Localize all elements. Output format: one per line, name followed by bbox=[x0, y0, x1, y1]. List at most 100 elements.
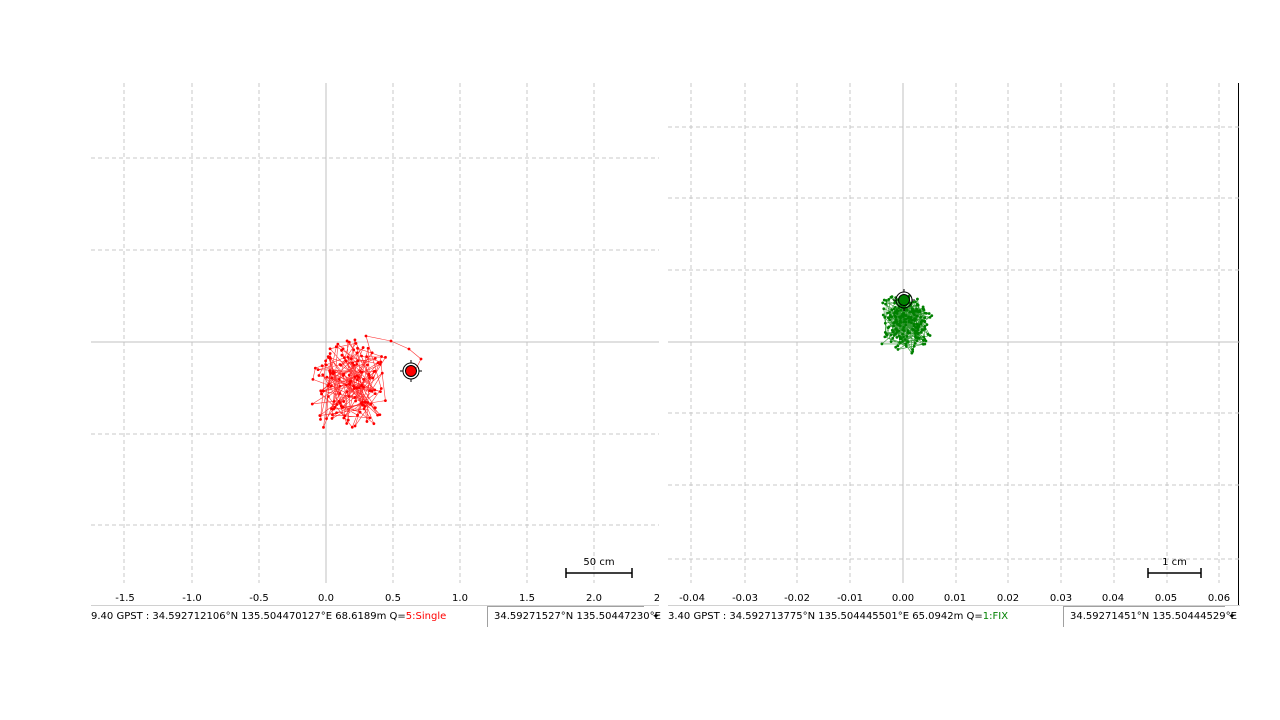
position-point bbox=[346, 418, 350, 422]
position-point bbox=[901, 332, 904, 336]
position-point bbox=[901, 314, 905, 317]
position-point bbox=[329, 356, 332, 360]
position-point bbox=[889, 340, 893, 343]
position-point bbox=[896, 344, 900, 348]
position-point bbox=[331, 372, 335, 376]
position-point bbox=[894, 327, 898, 331]
position-point bbox=[898, 324, 902, 328]
position-point bbox=[902, 335, 905, 339]
position-point bbox=[335, 403, 339, 406]
position-point bbox=[317, 374, 321, 377]
position-point bbox=[337, 377, 341, 381]
position-point bbox=[379, 387, 383, 390]
position-point bbox=[923, 342, 927, 346]
fix-solution-plot[interactable]: -0.04 -0.03 -0.02 -0.01 0.00 0.01 0.02 0.03 0.04… bbox=[668, 83, 1240, 605]
position-point bbox=[902, 320, 906, 324]
position-point bbox=[354, 341, 358, 345]
x-tick-label: 1.5 bbox=[519, 593, 535, 604]
position-point bbox=[332, 399, 336, 403]
position-point bbox=[895, 331, 899, 334]
position-point bbox=[906, 340, 910, 344]
position-point bbox=[373, 369, 377, 373]
position-point bbox=[373, 406, 377, 410]
position-point bbox=[329, 384, 333, 388]
position-point bbox=[378, 413, 382, 417]
position-point bbox=[882, 307, 886, 311]
position-point bbox=[919, 315, 923, 319]
position-point bbox=[342, 416, 346, 420]
position-point bbox=[886, 316, 890, 320]
position-point bbox=[890, 328, 894, 332]
position-point bbox=[368, 389, 372, 393]
position-point bbox=[342, 400, 346, 403]
cursor-coordinate-readout: 34.59271451°N 135.50444529°E bbox=[1063, 606, 1237, 627]
position-point bbox=[899, 308, 903, 312]
position-point bbox=[904, 344, 908, 348]
position-point bbox=[903, 338, 907, 341]
position-point bbox=[370, 389, 374, 393]
position-point bbox=[894, 316, 897, 319]
position-point bbox=[364, 334, 368, 338]
scale-bar: 50 cm bbox=[565, 557, 633, 578]
position-point bbox=[343, 414, 347, 418]
position-point bbox=[899, 337, 903, 341]
position-point bbox=[345, 422, 349, 425]
position-point bbox=[326, 395, 330, 398]
position-point bbox=[355, 378, 359, 382]
position-point bbox=[883, 315, 887, 319]
position-point bbox=[919, 331, 923, 334]
single-solution-plot-panel: -1.5 -1.0 -0.5 0.0 0.5 1.0 1.5 2.0 2 50 cm 9.40 G… bbox=[91, 83, 661, 628]
position-point bbox=[373, 392, 377, 395]
position-point bbox=[360, 370, 364, 374]
position-point bbox=[370, 351, 374, 355]
marker-dot bbox=[898, 294, 910, 306]
x-tick-label: -0.04 bbox=[679, 593, 705, 604]
position-point bbox=[353, 395, 357, 399]
position-point bbox=[914, 300, 917, 304]
status-position-readout: 3.40 GPST : 34.592713775°N 135.504445501… bbox=[668, 611, 1009, 622]
position-point bbox=[903, 318, 906, 321]
current-position-marker bbox=[893, 289, 915, 311]
position-point bbox=[324, 359, 328, 363]
marker-dot bbox=[405, 365, 417, 377]
position-point bbox=[916, 297, 919, 301]
position-point bbox=[912, 323, 916, 326]
single-solution-plot[interactable]: -1.5 -1.0 -0.5 0.0 0.5 1.0 1.5 2.0 2 50 cm bbox=[91, 83, 659, 605]
position-point bbox=[380, 355, 383, 358]
position-point bbox=[353, 375, 357, 379]
position-point bbox=[328, 370, 332, 374]
x-tick-label: 0.01 bbox=[944, 593, 966, 604]
position-point bbox=[321, 373, 325, 377]
position-point bbox=[916, 336, 919, 340]
position-point bbox=[389, 339, 393, 343]
position-point bbox=[342, 372, 346, 376]
position-point bbox=[355, 351, 359, 355]
position-point bbox=[330, 376, 334, 380]
position-point bbox=[356, 359, 360, 363]
x-tick-label: -0.5 bbox=[249, 593, 269, 604]
position-point bbox=[366, 346, 370, 350]
position-point bbox=[354, 399, 358, 403]
position-point bbox=[927, 312, 931, 315]
position-point bbox=[351, 361, 355, 365]
position-point bbox=[340, 406, 344, 409]
position-point bbox=[361, 403, 365, 407]
position-point bbox=[355, 362, 359, 366]
position-point bbox=[360, 383, 364, 387]
position-point bbox=[340, 353, 344, 357]
position-point bbox=[894, 305, 897, 309]
position-point bbox=[352, 384, 356, 388]
position-point bbox=[407, 347, 411, 351]
position-point bbox=[311, 377, 315, 381]
quality-label: 1:FIX bbox=[982, 611, 1009, 622]
position-point bbox=[912, 344, 916, 348]
x-tick-label: 1.0 bbox=[452, 593, 468, 604]
position-point bbox=[907, 320, 911, 324]
position-point bbox=[901, 339, 904, 343]
position-point bbox=[372, 422, 376, 426]
position-point bbox=[913, 341, 917, 345]
position-point bbox=[349, 357, 353, 361]
position-point bbox=[899, 316, 902, 320]
x-tick-label: -1.5 bbox=[115, 593, 135, 604]
position-point bbox=[899, 320, 902, 324]
